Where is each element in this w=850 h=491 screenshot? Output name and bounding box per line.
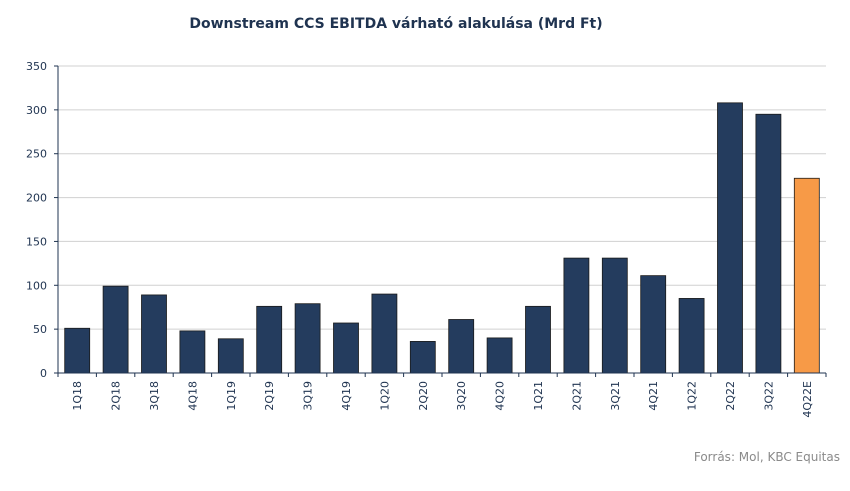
bar <box>256 305 283 374</box>
x-tick-label: 3Q21 <box>609 381 622 411</box>
bar-estimate <box>793 177 820 374</box>
y-tick-label: 0 <box>40 367 47 380</box>
x-tick-label: 1Q19 <box>225 381 238 411</box>
bar <box>179 330 206 374</box>
x-axis-labels: 1Q18 2Q18 3Q18 4Q18 1Q19 2Q19 3Q19 4Q19 1Q20 2Q20… <box>71 381 814 418</box>
x-tick-label: 4Q18 <box>186 381 199 411</box>
y-tick-label: 300 <box>26 104 47 117</box>
source-note: Forrás: Mol, KBC Equitas <box>693 450 840 464</box>
bar <box>755 113 782 374</box>
bar <box>678 298 705 374</box>
x-tick-label: 4Q21 <box>647 381 660 411</box>
x-tick-label: 1Q18 <box>71 381 84 411</box>
x-tick-label: 1Q22 <box>686 381 699 411</box>
x-tick-label: 4Q22E <box>801 381 814 418</box>
y-tick-label: 200 <box>26 192 47 205</box>
x-tick-label: 4Q19 <box>340 381 353 411</box>
y-tick-label: 250 <box>26 148 47 161</box>
x-tick-label: 2Q18 <box>110 381 123 411</box>
bar <box>717 102 743 374</box>
bar <box>102 285 129 374</box>
x-tick-label: 4Q20 <box>494 381 507 411</box>
bar <box>525 305 551 374</box>
y-tick-label: 350 <box>26 60 47 73</box>
x-tick-label: 2Q21 <box>570 381 583 411</box>
bar <box>409 341 436 374</box>
x-tick-label: 2Q20 <box>417 381 430 411</box>
x-tick-label: 2Q19 <box>263 381 276 411</box>
bar <box>563 257 590 374</box>
x-tick-label: 3Q19 <box>302 381 315 411</box>
bar <box>64 327 91 374</box>
y-tick-label: 100 <box>26 279 47 292</box>
bar <box>141 294 167 374</box>
x-tick-label: 2Q22 <box>724 381 737 411</box>
gridlines <box>58 65 826 330</box>
x-tick-label: 1Q21 <box>532 381 545 411</box>
chart-title: Downstream CCS EBITDA várható alakulása … <box>189 16 603 32</box>
x-tick-label: 3Q18 <box>148 381 161 411</box>
axes <box>54 65 827 377</box>
x-tick-label: 3Q22 <box>762 381 775 411</box>
bars <box>64 102 820 374</box>
bar <box>294 303 321 374</box>
y-tick-label: 50 <box>33 323 47 336</box>
x-tick-label: 1Q20 <box>378 381 391 411</box>
bar <box>640 275 667 374</box>
y-axis-ticks: 0 50 100 150 200 250 300 350 <box>26 60 47 380</box>
bar <box>448 319 475 374</box>
bar <box>217 338 244 374</box>
x-tick-label: 3Q20 <box>455 381 468 411</box>
bar <box>601 257 628 374</box>
bar <box>371 293 398 374</box>
bar <box>333 322 359 374</box>
bar <box>486 337 513 374</box>
y-tick-label: 150 <box>26 235 47 248</box>
